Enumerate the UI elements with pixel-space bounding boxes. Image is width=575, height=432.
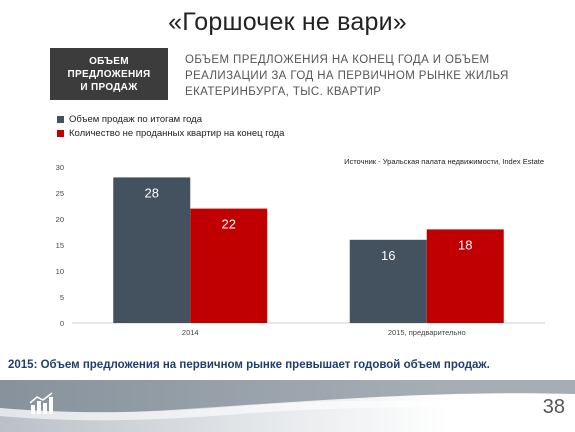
y-tick-label: 20 xyxy=(56,215,64,224)
legend-item-unsold: Количество не проданных квартир на конец… xyxy=(57,126,284,140)
section-label-box: ОБЪЕМ ПРЕДЛОЖЕНИЯ И ПРОДАЖ xyxy=(50,48,168,100)
bar-data-label: 28 xyxy=(145,185,159,200)
bar xyxy=(349,239,427,323)
legend-label-unsold: Количество не проданных квартир на конец… xyxy=(69,127,285,139)
y-tick-label: 25 xyxy=(56,189,64,198)
conclusion-text: 2015: Объем предложения на первичном рын… xyxy=(8,359,490,371)
legend-swatch-sales xyxy=(57,115,64,123)
legend-item-sales: Объем продаж по итогам года xyxy=(57,112,284,126)
bar xyxy=(190,208,268,323)
bar-data-label: 16 xyxy=(381,248,395,263)
slide-title: «Горшочек не вари» xyxy=(168,8,407,36)
bar-chart-logo-icon xyxy=(29,392,53,414)
y-tick-label: 30 xyxy=(56,163,64,172)
bar-data-label: 18 xyxy=(458,237,472,252)
bar-data-label: 22 xyxy=(222,217,236,232)
chart-subtitle: ОБЪЕМ ПРЕДЛОЖЕНИЯ НА КОНЕЦ ГОДА И ОБЪЕМ … xyxy=(185,54,509,98)
bar xyxy=(113,177,191,323)
chart-legend: Объем продаж по итогам года Количество н… xyxy=(57,112,284,140)
bar-chart: 0 5 10 15 20 25 30 28 22 2014 16 18 2015, предварите… xyxy=(56,163,545,337)
bar xyxy=(426,229,504,323)
legend-label-sales: Объем продаж по итогам года xyxy=(69,113,202,125)
footer-decoration xyxy=(0,380,575,421)
y-tick-label: 10 xyxy=(56,267,64,276)
y-tick-label: 15 xyxy=(56,241,64,250)
y-tick-label: 0 xyxy=(60,319,64,328)
page-number: 38 xyxy=(542,396,565,418)
legend-swatch-unsold xyxy=(57,129,64,137)
y-tick-label: 5 xyxy=(60,293,64,302)
x-tick-label: 2015, предварительно xyxy=(388,328,466,337)
x-tick-label: 2014 xyxy=(182,328,199,337)
source-note: Источник - Уральская палата недвижимости… xyxy=(344,157,544,166)
